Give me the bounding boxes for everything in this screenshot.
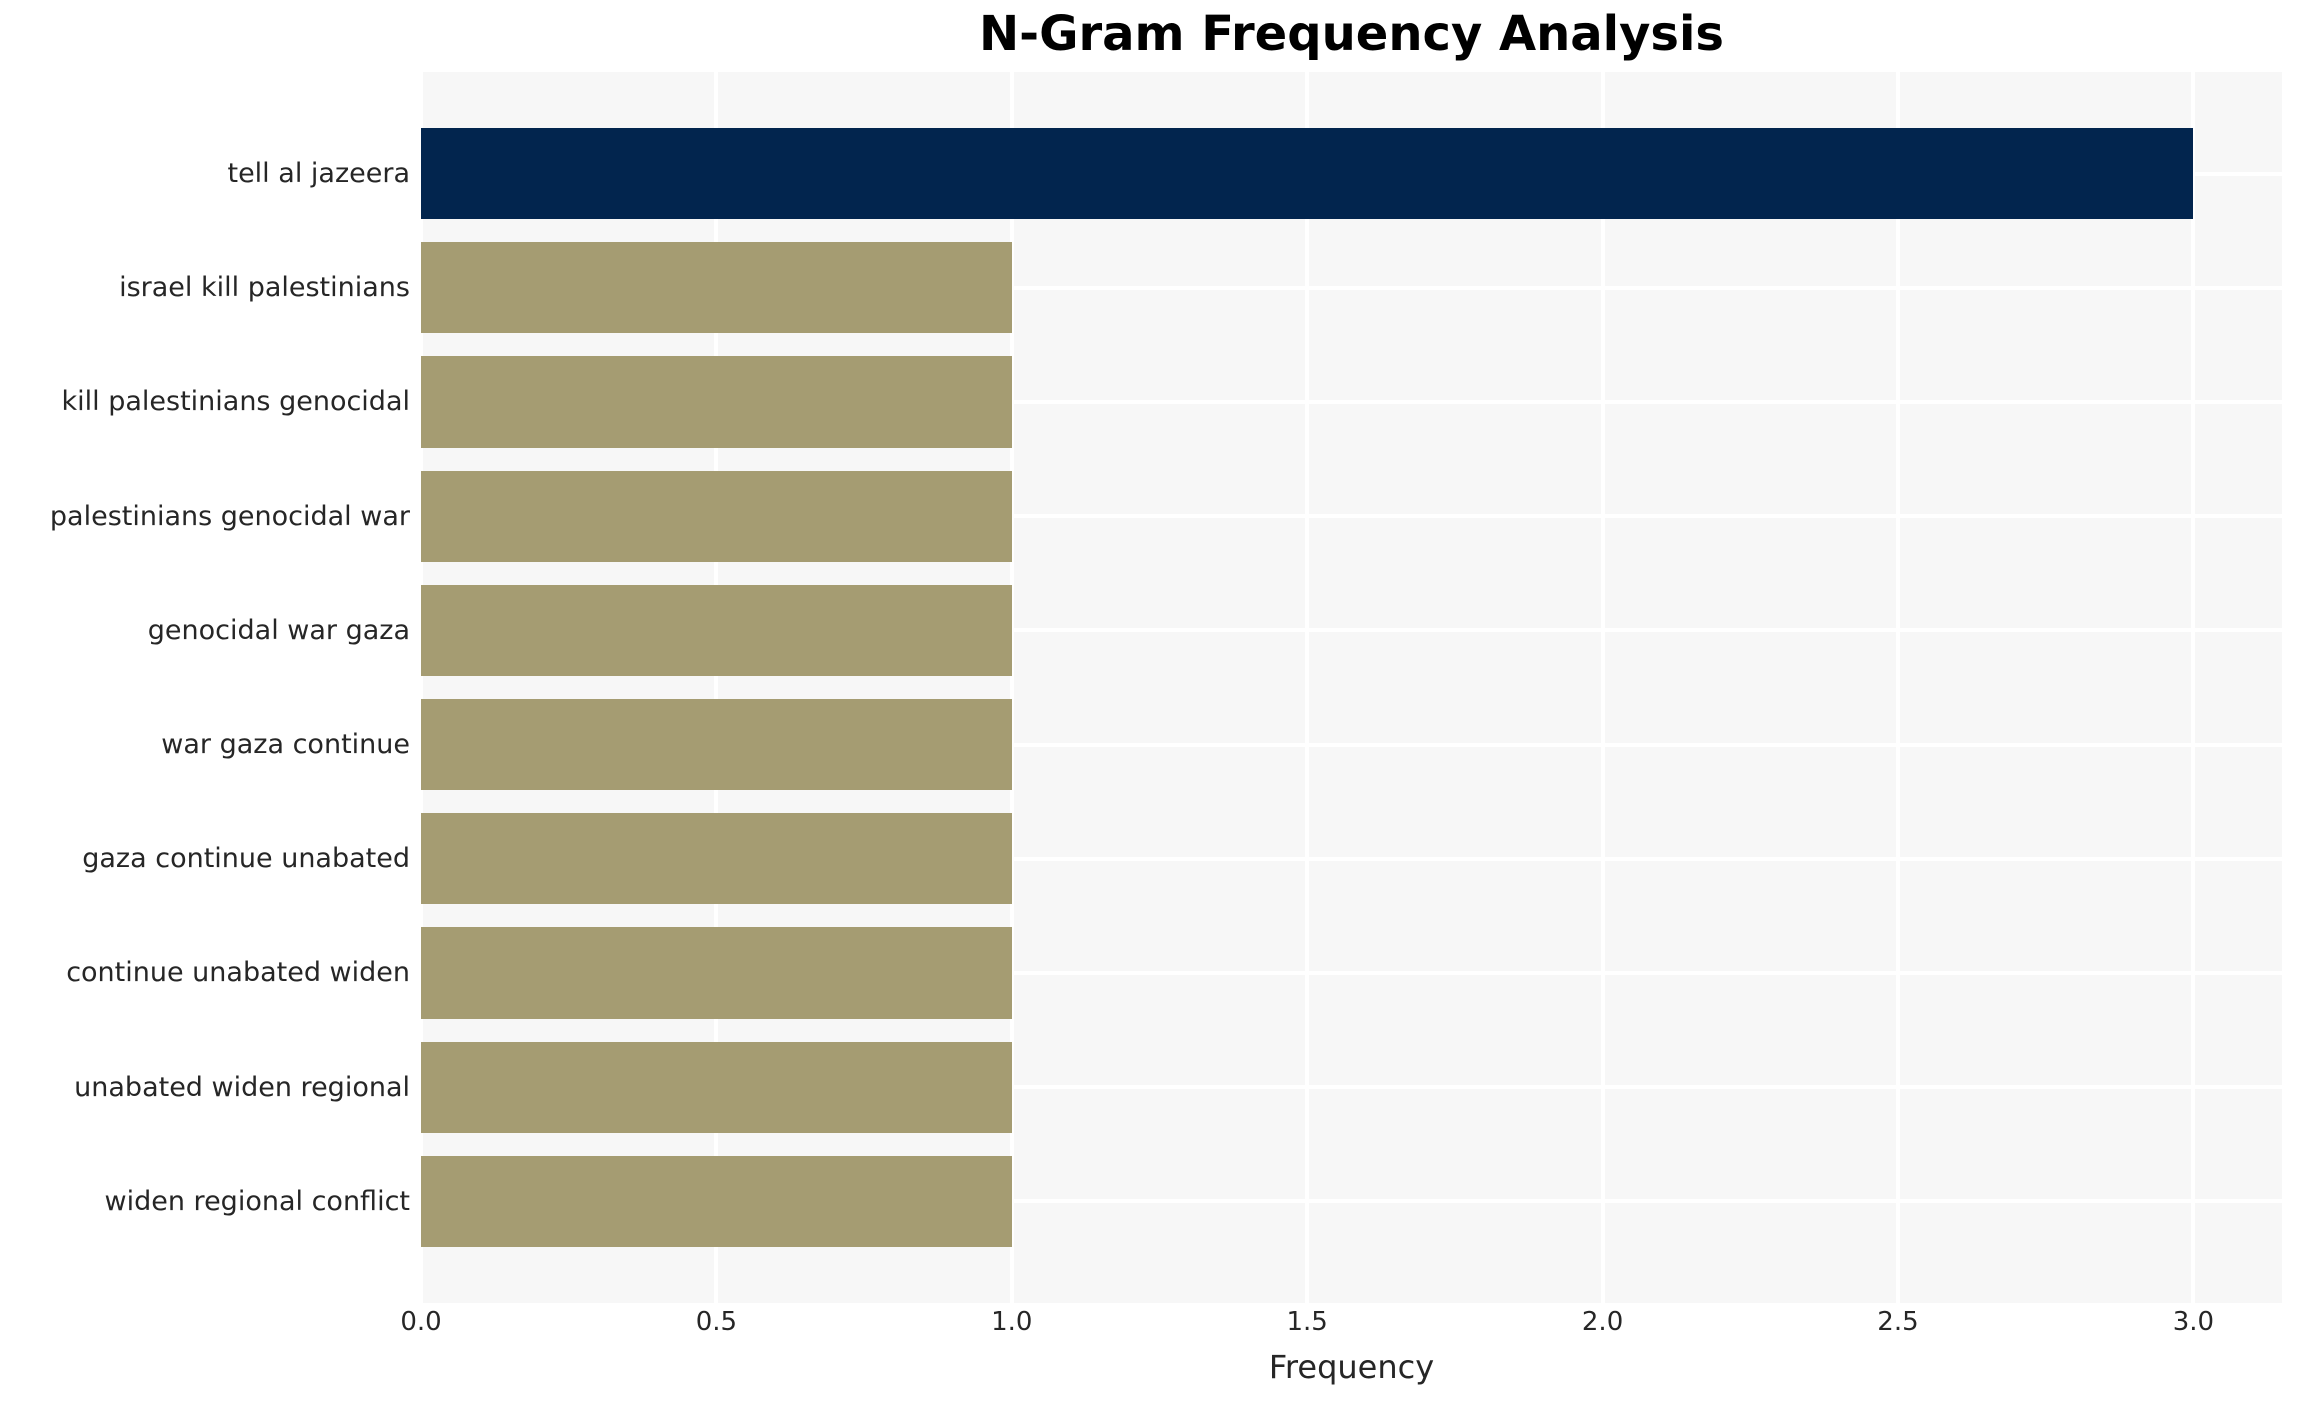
y-gridline bbox=[421, 1199, 2282, 1204]
y-tick-label: tell al jazeera bbox=[227, 158, 410, 190]
y-tick-label: unabated widen regional bbox=[74, 1071, 410, 1103]
y-gridline bbox=[421, 400, 2282, 404]
x-tick-label: 2.5 bbox=[1877, 1307, 1919, 1337]
y-gridline bbox=[421, 514, 2282, 519]
x-axis-title: Frequency bbox=[1268, 1348, 1435, 1386]
y-gridline bbox=[421, 971, 2282, 975]
bar bbox=[421, 242, 1012, 334]
x-gridline bbox=[714, 72, 719, 1303]
y-gridline bbox=[421, 285, 2282, 290]
bar bbox=[421, 584, 1012, 677]
x-gridline bbox=[1600, 72, 1605, 1303]
y-tick-label: war gaza continue bbox=[161, 729, 410, 761]
y-gridline bbox=[421, 628, 2282, 633]
x-gridline bbox=[1305, 72, 1310, 1303]
x-gridline bbox=[2191, 72, 2196, 1303]
x-tick-label: 0.5 bbox=[695, 1307, 738, 1337]
bar bbox=[421, 698, 1012, 791]
y-gridline bbox=[421, 1085, 2282, 1090]
x-tick-label: 2.0 bbox=[1581, 1307, 1624, 1337]
x-gridline bbox=[1009, 72, 1014, 1303]
x-tick-label: 3.0 bbox=[2172, 1307, 2215, 1337]
y-tick-label: continue unabated widen bbox=[66, 957, 410, 989]
y-tick-label: kill palestinians genocidal bbox=[61, 386, 410, 418]
plot-area bbox=[421, 72, 2282, 1303]
bar bbox=[421, 1155, 1012, 1248]
x-tick-label: 0.0 bbox=[400, 1307, 442, 1337]
bar bbox=[421, 813, 1012, 905]
y-tick-label: gaza continue unabated bbox=[82, 843, 410, 875]
chart-title: N-Gram Frequency Analysis bbox=[979, 6, 1724, 62]
bar bbox=[421, 470, 1012, 562]
bar bbox=[421, 1041, 1012, 1133]
y-tick-label: widen regional conflict bbox=[104, 1185, 410, 1217]
x-tick-label: 1.0 bbox=[991, 1307, 1033, 1337]
bar bbox=[421, 356, 1012, 448]
y-gridline bbox=[421, 856, 2282, 861]
y-tick-label: palestinians genocidal war bbox=[49, 500, 410, 532]
y-tick-label: israel kill palestinians bbox=[119, 272, 410, 304]
x-tick-label: 1.5 bbox=[1286, 1307, 1328, 1337]
bar bbox=[421, 127, 2194, 220]
y-tick-label: genocidal war gaza bbox=[147, 614, 410, 646]
bar bbox=[421, 927, 1012, 1019]
y-gridline bbox=[421, 742, 2282, 747]
x-gridline bbox=[1895, 72, 1900, 1303]
x-gridline bbox=[421, 72, 423, 1303]
